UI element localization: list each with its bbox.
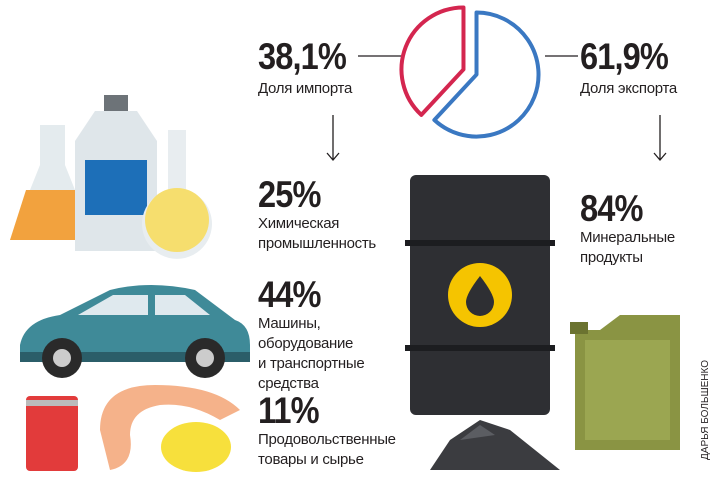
export-share: 61,9% (580, 38, 668, 75)
credit: ДАРЬЯ БОЛЬШЕНКО (700, 360, 711, 460)
jerrycan (570, 315, 680, 450)
item-share: 84% (580, 190, 643, 227)
item-label: Минеральные продукты (580, 228, 675, 268)
item-share: 11% (258, 392, 319, 429)
export-label: Доля экспорта (580, 79, 677, 99)
coal (430, 420, 560, 470)
item-share: 44% (258, 276, 321, 313)
barrel (405, 175, 555, 415)
item-share: 25% (258, 176, 321, 213)
item-label: Продовольственные товары и сырье (258, 430, 396, 470)
food (26, 385, 240, 472)
import-share: 38,1% (258, 38, 346, 75)
import-label: Доля импорта (258, 79, 352, 99)
car (20, 285, 250, 378)
item-label: Машины, оборудование и транспортные сред… (258, 314, 364, 394)
infographic: 38,1% Доля импорта 61,9% Доля экспорта 2… (0, 0, 721, 504)
item-label: Химическая промышленность (258, 214, 376, 254)
flasks (10, 95, 212, 259)
